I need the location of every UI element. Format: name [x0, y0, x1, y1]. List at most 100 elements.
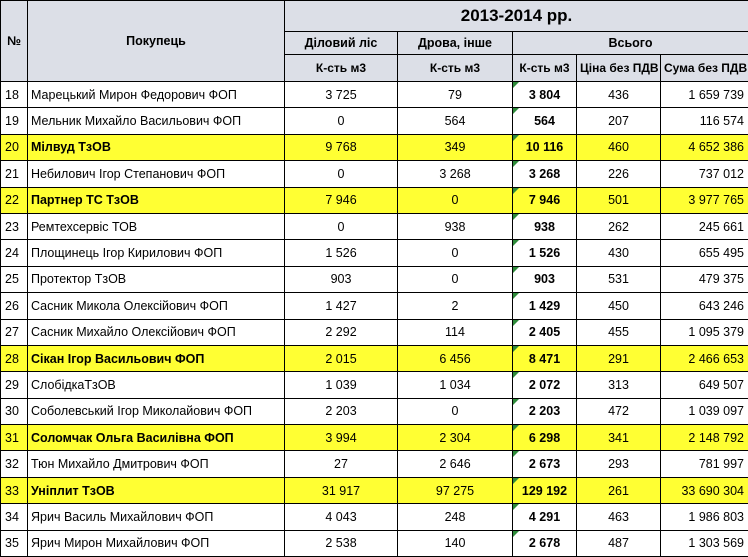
buyer-name: Сасник Микола Олексійович ФОП [28, 293, 285, 319]
timber-volume: 2 292 [285, 319, 398, 345]
firewood-volume: 3 268 [398, 161, 513, 187]
row-number: 30 [1, 398, 28, 424]
buyer-name: Тюн Михайло Дмитрович ФОП [28, 451, 285, 477]
total-volume: 8 471 [513, 345, 577, 371]
total-volume: 3 804 [513, 82, 577, 108]
header-total: Всього [513, 32, 748, 55]
sum-no-vat: 643 246 [661, 293, 748, 319]
price-no-vat: 313 [577, 372, 661, 398]
price-no-vat: 261 [577, 477, 661, 503]
sum-no-vat: 737 012 [661, 161, 748, 187]
firewood-volume: 1 034 [398, 372, 513, 398]
sum-no-vat: 33 690 304 [661, 477, 748, 503]
sum-no-vat: 479 375 [661, 266, 748, 292]
timber-volume: 9 768 [285, 134, 398, 160]
firewood-volume: 2 646 [398, 451, 513, 477]
sum-no-vat: 1 986 803 [661, 504, 748, 530]
buyer-name: Сасник Михайло Олексійович ФОП [28, 319, 285, 345]
firewood-volume: 2 [398, 293, 513, 319]
row-number: 26 [1, 293, 28, 319]
price-no-vat: 291 [577, 345, 661, 371]
buyer-name: СлобідкаТзОВ [28, 372, 285, 398]
firewood-volume: 938 [398, 213, 513, 239]
total-volume: 3 268 [513, 161, 577, 187]
firewood-volume: 0 [398, 240, 513, 266]
row-number: 29 [1, 372, 28, 398]
sum-no-vat: 2 466 653 [661, 345, 748, 371]
buyer-name: Мілвуд ТзОВ [28, 134, 285, 160]
timber-volume: 27 [285, 451, 398, 477]
price-no-vat: 450 [577, 293, 661, 319]
firewood-volume: 79 [398, 82, 513, 108]
row-number: 34 [1, 504, 28, 530]
row-number: 28 [1, 345, 28, 371]
total-volume: 4 291 [513, 504, 577, 530]
header-number: № [1, 1, 28, 82]
header-period: 2013-2014 рр. [285, 1, 748, 32]
row-number: 31 [1, 425, 28, 451]
buyer-name: Партнер ТС ТзОВ [28, 187, 285, 213]
buyer-name: Соболевський Ігор Миколайович ФОП [28, 398, 285, 424]
timber-volume: 0 [285, 161, 398, 187]
price-no-vat: 472 [577, 398, 661, 424]
firewood-volume: 6 456 [398, 345, 513, 371]
firewood-volume: 2 304 [398, 425, 513, 451]
timber-volume: 2 203 [285, 398, 398, 424]
buyer-name: Марецький Мирон Федорович ФОП [28, 82, 285, 108]
firewood-volume: 0 [398, 187, 513, 213]
timber-volume: 1 427 [285, 293, 398, 319]
buyer-name: Сікан Ігор Васильович ФОП [28, 345, 285, 371]
header-timber-volume: К-сть м3 [285, 55, 398, 82]
timber-volume: 7 946 [285, 187, 398, 213]
total-volume: 6 298 [513, 425, 577, 451]
sum-no-vat: 655 495 [661, 240, 748, 266]
row-number: 32 [1, 451, 28, 477]
timber-volume: 1 526 [285, 240, 398, 266]
timber-volume: 3 725 [285, 82, 398, 108]
price-no-vat: 531 [577, 266, 661, 292]
price-no-vat: 460 [577, 134, 661, 160]
header-timber: Діловий ліс [285, 32, 398, 55]
price-no-vat: 436 [577, 82, 661, 108]
row-number: 27 [1, 319, 28, 345]
sum-no-vat: 1 659 739 [661, 82, 748, 108]
sum-no-vat: 245 661 [661, 213, 748, 239]
buyer-name: Площинець Ігор Кирилович ФОП [28, 240, 285, 266]
total-volume: 10 116 [513, 134, 577, 160]
timber-volume: 0 [285, 108, 398, 134]
buyer-name: Ярич Василь Михайлович ФОП [28, 504, 285, 530]
total-volume: 938 [513, 213, 577, 239]
total-volume: 7 946 [513, 187, 577, 213]
buyer-name: Соломчак Ольга Василівна ФОП [28, 425, 285, 451]
price-no-vat: 207 [577, 108, 661, 134]
total-volume: 129 192 [513, 477, 577, 503]
price-no-vat: 430 [577, 240, 661, 266]
row-number: 33 [1, 477, 28, 503]
row-number: 24 [1, 240, 28, 266]
price-no-vat: 463 [577, 504, 661, 530]
row-number: 20 [1, 134, 28, 160]
firewood-volume: 97 275 [398, 477, 513, 503]
sum-no-vat: 1 095 379 [661, 319, 748, 345]
header-firewood: Дрова, інше [398, 32, 513, 55]
buyer-name: Ремтехсервіс ТОВ [28, 213, 285, 239]
firewood-volume: 248 [398, 504, 513, 530]
sum-no-vat: 4 652 386 [661, 134, 748, 160]
header-sum: Сума без ПДВ [661, 55, 748, 82]
total-volume: 564 [513, 108, 577, 134]
firewood-volume: 349 [398, 134, 513, 160]
